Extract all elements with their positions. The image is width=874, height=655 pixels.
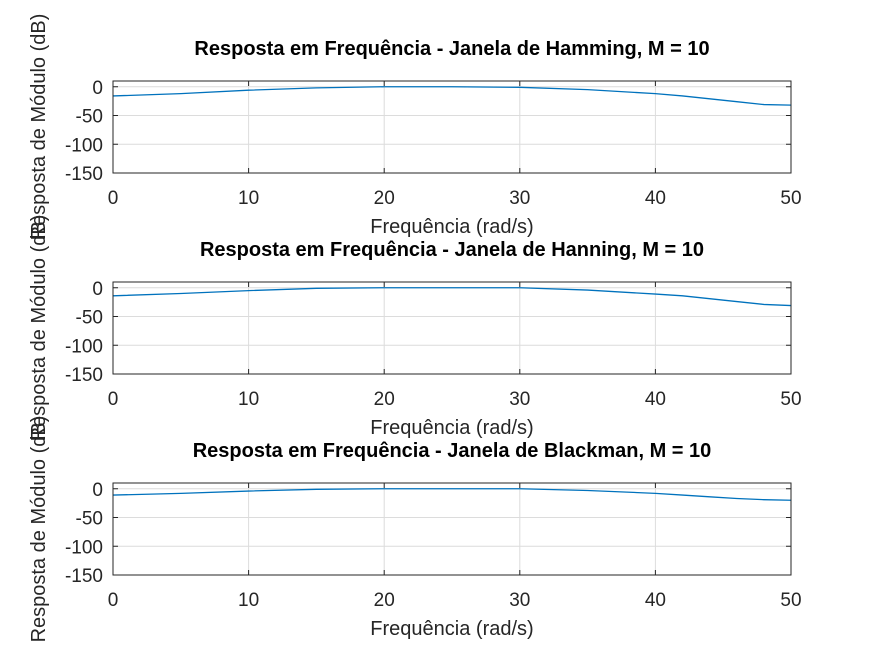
y-axis-label: Resposta de Módulo (dB) [28, 416, 50, 643]
plot-title: Resposta em Frequência - Janela de Hammi… [194, 38, 709, 60]
y-tick-label: -100 [65, 135, 103, 156]
y-tick-label: -100 [65, 537, 103, 558]
series-line [112, 287, 792, 307]
x-tick-label: 30 [509, 389, 530, 410]
x-tick-label: 10 [238, 188, 259, 209]
x-tick-label: 0 [108, 188, 119, 209]
x-tick-label: 0 [108, 590, 119, 611]
plot-area [112, 281, 792, 375]
subplot-hamming: Resposta em Frequência - Janela de Hammi… [28, 14, 802, 241]
plot-title: Resposta em Frequência - Janela de Hanni… [200, 239, 704, 261]
series-line [112, 86, 792, 106]
x-axis-label: Frequência (rad/s) [370, 417, 533, 439]
series-line [112, 488, 792, 501]
x-tick-label: 20 [374, 188, 395, 209]
x-tick-label: 10 [238, 590, 259, 611]
x-tick-label: 0 [108, 389, 119, 410]
y-tick-label: -100 [65, 336, 103, 357]
plot-area [112, 482, 792, 576]
x-tick-label: 30 [509, 188, 530, 209]
x-tick-label: 30 [509, 590, 530, 611]
series-layer [112, 488, 792, 501]
x-axis-label: Frequência (rad/s) [370, 618, 533, 640]
x-tick-label: 20 [374, 389, 395, 410]
x-tick-label: 20 [374, 590, 395, 611]
tick-layer: 0 10 20 30 40 50 0 -50 -100 -150 [65, 480, 802, 611]
y-tick-label: -150 [65, 164, 103, 185]
y-tick-label: -150 [65, 365, 103, 386]
y-tick-label: 0 [92, 279, 103, 300]
series-layer [112, 287, 792, 307]
plot-area [112, 80, 792, 174]
y-tick-label: -150 [65, 566, 103, 587]
tick-layer: 0 10 20 30 40 50 0 -50 -100 -150 [65, 279, 802, 410]
y-tick-label: -50 [76, 308, 103, 329]
y-tick-label: 0 [92, 480, 103, 501]
x-tick-label: 50 [780, 590, 801, 611]
x-tick-label: 40 [645, 389, 666, 410]
series-layer [112, 86, 792, 106]
x-tick-label: 40 [645, 590, 666, 611]
x-axis-label: Frequência (rad/s) [370, 216, 533, 238]
x-tick-label: 50 [780, 389, 801, 410]
subplot-blackman: Resposta em Frequência - Janela de Black… [28, 416, 802, 643]
y-axis-label: Resposta de Módulo (dB) [28, 215, 50, 442]
x-tick-label: 10 [238, 389, 259, 410]
x-tick-label: 50 [780, 188, 801, 209]
y-tick-label: -50 [76, 107, 103, 128]
subplot-hanning: Resposta em Frequência - Janela de Hanni… [28, 215, 802, 442]
y-axis-label: Resposta de Módulo (dB) [28, 14, 50, 241]
y-tick-label: -50 [76, 509, 103, 530]
y-tick-label: 0 [92, 78, 103, 99]
x-tick-label: 40 [645, 188, 666, 209]
plot-title: Resposta em Frequência - Janela de Black… [193, 440, 712, 462]
tick-layer: 0 10 20 30 40 50 0 -50 -100 -150 [65, 78, 802, 209]
